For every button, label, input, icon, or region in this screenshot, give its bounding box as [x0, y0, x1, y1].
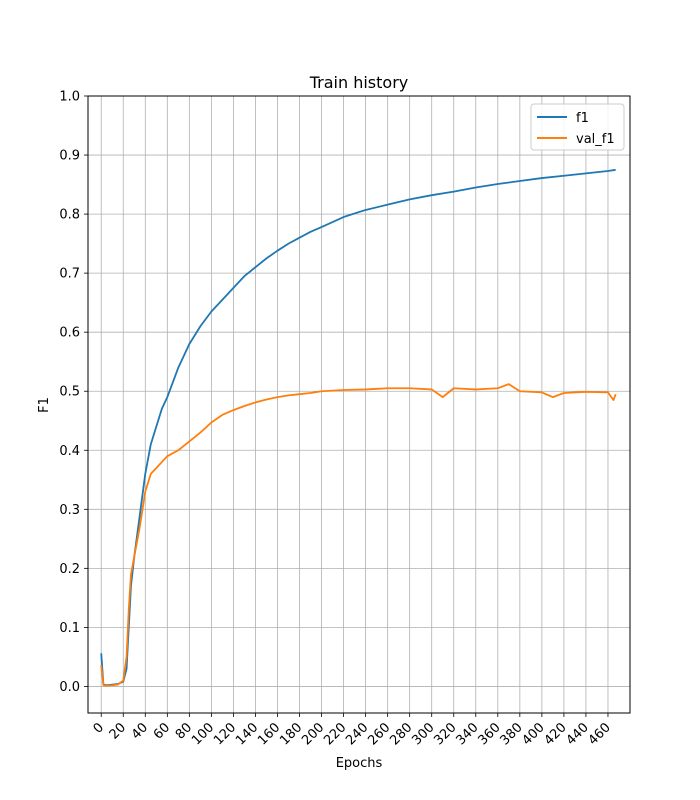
y-tick-label: 0.1 [59, 621, 80, 636]
x-axis-label: Epochs [336, 756, 383, 771]
y-tick-label: 0.4 [59, 444, 80, 459]
y-tick-label: 0.9 [59, 149, 80, 164]
y-tick-label: 0.3 [59, 503, 80, 518]
legend: f1 val_f1 [530, 103, 625, 151]
y-tick-label: 0.6 [59, 326, 80, 341]
plot-frame [87, 95, 631, 714]
y-axis-label: F1 [37, 397, 52, 413]
series-line-val-f1 [100, 383, 617, 687]
y-tick-label: 1.0 [59, 90, 80, 105]
y-tick-label: 0.7 [59, 267, 80, 282]
y-tick-label: 0.5 [59, 385, 80, 400]
y-tick-label: 0.8 [59, 208, 80, 223]
legend-label-f1: f1 [576, 111, 589, 126]
chart-title: Train history [309, 73, 409, 92]
y-tick-label: 0.2 [59, 562, 80, 577]
y-tick-label: 0.0 [59, 680, 80, 695]
legend-label-val-f1: val_f1 [576, 132, 615, 147]
series-lines [100, 168, 617, 687]
